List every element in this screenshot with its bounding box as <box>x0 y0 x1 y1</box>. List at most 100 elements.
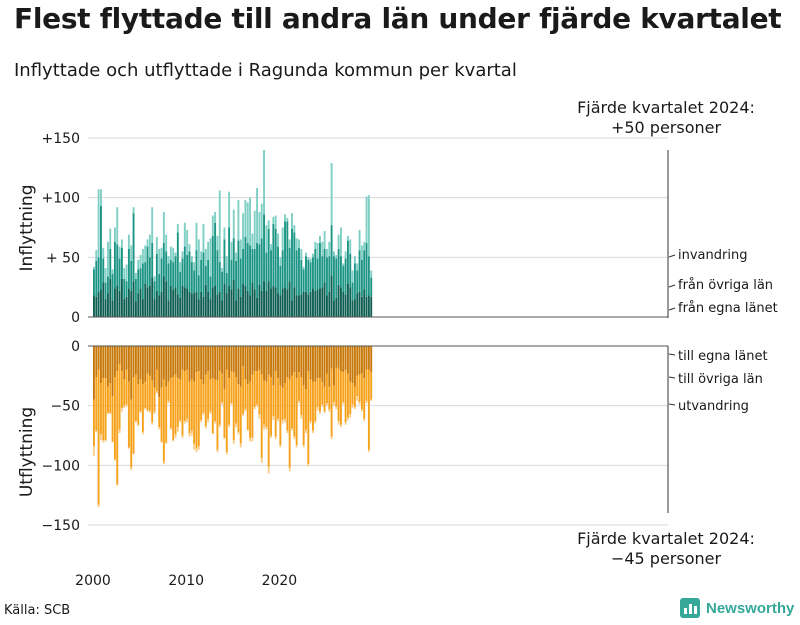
series-label: invandring <box>678 248 747 263</box>
bar-utflyttning <box>228 346 231 379</box>
bar-inflyttning <box>158 295 161 317</box>
bar-utflyttning <box>316 378 319 407</box>
bar-inflyttning <box>312 253 314 258</box>
bar-inflyttning <box>225 256 228 273</box>
bar-utflyttning <box>137 424 140 426</box>
bar-inflyttning <box>309 262 312 292</box>
bar-utflyttning <box>277 418 279 422</box>
bar-utflyttning <box>360 373 363 410</box>
bar-utflyttning <box>256 346 258 372</box>
bar-utflyttning <box>218 346 221 372</box>
bar-utflyttning <box>160 346 163 388</box>
bar-utflyttning <box>181 369 184 436</box>
bar-utflyttning <box>265 427 268 430</box>
bar-utflyttning <box>342 402 345 405</box>
bar-utflyttning <box>281 419 284 424</box>
bar-utflyttning <box>312 346 314 382</box>
bar-utflyttning <box>95 346 98 378</box>
bar-utflyttning <box>351 346 354 383</box>
bar-utflyttning <box>288 346 291 380</box>
bar-inflyttning <box>211 235 214 288</box>
bar-utflyttning <box>93 346 95 400</box>
bar-inflyttning <box>167 256 170 264</box>
bar-inflyttning <box>151 243 154 278</box>
y-axis-title: Inflyttning <box>17 185 37 272</box>
bar-utflyttning <box>295 445 298 448</box>
bar-inflyttning <box>181 285 184 317</box>
bar-utflyttning <box>169 378 172 429</box>
bar-inflyttning <box>300 259 303 295</box>
bar-utflyttning <box>125 404 128 407</box>
bar-utflyttning <box>99 346 102 383</box>
bar-inflyttning <box>216 235 219 251</box>
bar-utflyttning <box>356 396 359 401</box>
bar-inflyttning <box>346 240 349 284</box>
x-tick-label: 2010 <box>168 573 204 589</box>
bar-utflyttning <box>363 418 366 422</box>
bar-inflyttning <box>120 247 123 279</box>
bar-utflyttning <box>309 379 312 422</box>
bar-inflyttning <box>337 284 340 317</box>
bar-inflyttning <box>360 245 363 260</box>
bar-utflyttning <box>109 346 112 383</box>
bar-inflyttning <box>120 239 123 248</box>
bar-utflyttning <box>102 378 105 441</box>
bar-inflyttning <box>144 245 147 263</box>
legend-connector <box>668 376 676 379</box>
bar-inflyttning <box>125 296 128 317</box>
bar-utflyttning <box>232 440 235 444</box>
bar-inflyttning <box>230 289 233 317</box>
bar-inflyttning <box>330 163 333 226</box>
bar-utflyttning <box>256 404 258 407</box>
bar-utflyttning <box>153 411 156 415</box>
bar-utflyttning <box>291 346 293 376</box>
bar-inflyttning <box>360 296 363 317</box>
bar-inflyttning <box>337 234 340 249</box>
bar-inflyttning <box>295 238 298 251</box>
bar-utflyttning <box>291 428 293 431</box>
bar-utflyttning <box>328 386 331 410</box>
bar-utflyttning <box>125 346 128 370</box>
y-tick-label: 0 <box>71 339 80 355</box>
bar-utflyttning <box>195 372 198 449</box>
bar-inflyttning <box>116 285 119 317</box>
bar-utflyttning <box>321 404 324 407</box>
bar-utflyttning <box>346 417 349 420</box>
bar-inflyttning <box>363 250 366 290</box>
bar-inflyttning <box>344 251 347 259</box>
bar-inflyttning <box>160 291 163 317</box>
bar-inflyttning <box>353 256 356 264</box>
bar-utflyttning <box>221 402 224 405</box>
bar-inflyttning <box>251 282 254 317</box>
bar-inflyttning <box>179 262 182 272</box>
bar-inflyttning <box>319 243 321 289</box>
bar-inflyttning <box>216 250 219 295</box>
bar-utflyttning <box>239 443 242 448</box>
bar-inflyttning <box>353 263 356 300</box>
bar-inflyttning <box>293 225 296 233</box>
chart-title: Flest flyttade till andra län under fjär… <box>14 2 782 35</box>
bar-inflyttning <box>218 262 221 292</box>
bar-inflyttning <box>332 256 335 301</box>
bar-inflyttning <box>95 260 98 297</box>
bar-inflyttning <box>258 211 261 245</box>
bar-utflyttning <box>102 440 105 443</box>
bar-utflyttning <box>305 346 307 389</box>
bar-utflyttning <box>253 371 256 407</box>
bar-utflyttning <box>249 346 252 382</box>
bar-inflyttning <box>351 282 354 301</box>
bar-inflyttning <box>174 252 177 257</box>
bar-inflyttning <box>253 289 256 317</box>
bar-utflyttning <box>151 346 154 381</box>
bar-utflyttning <box>162 346 165 380</box>
bar-utflyttning <box>202 346 205 385</box>
bar-inflyttning <box>172 289 175 317</box>
bar-utflyttning <box>370 399 373 401</box>
bar-utflyttning <box>181 346 184 370</box>
bar-inflyttning <box>200 291 203 317</box>
bar-utflyttning <box>321 381 324 405</box>
bar-utflyttning <box>183 421 186 424</box>
bar-utflyttning <box>144 346 147 382</box>
bar-inflyttning <box>190 256 193 263</box>
bar-inflyttning <box>242 248 245 284</box>
